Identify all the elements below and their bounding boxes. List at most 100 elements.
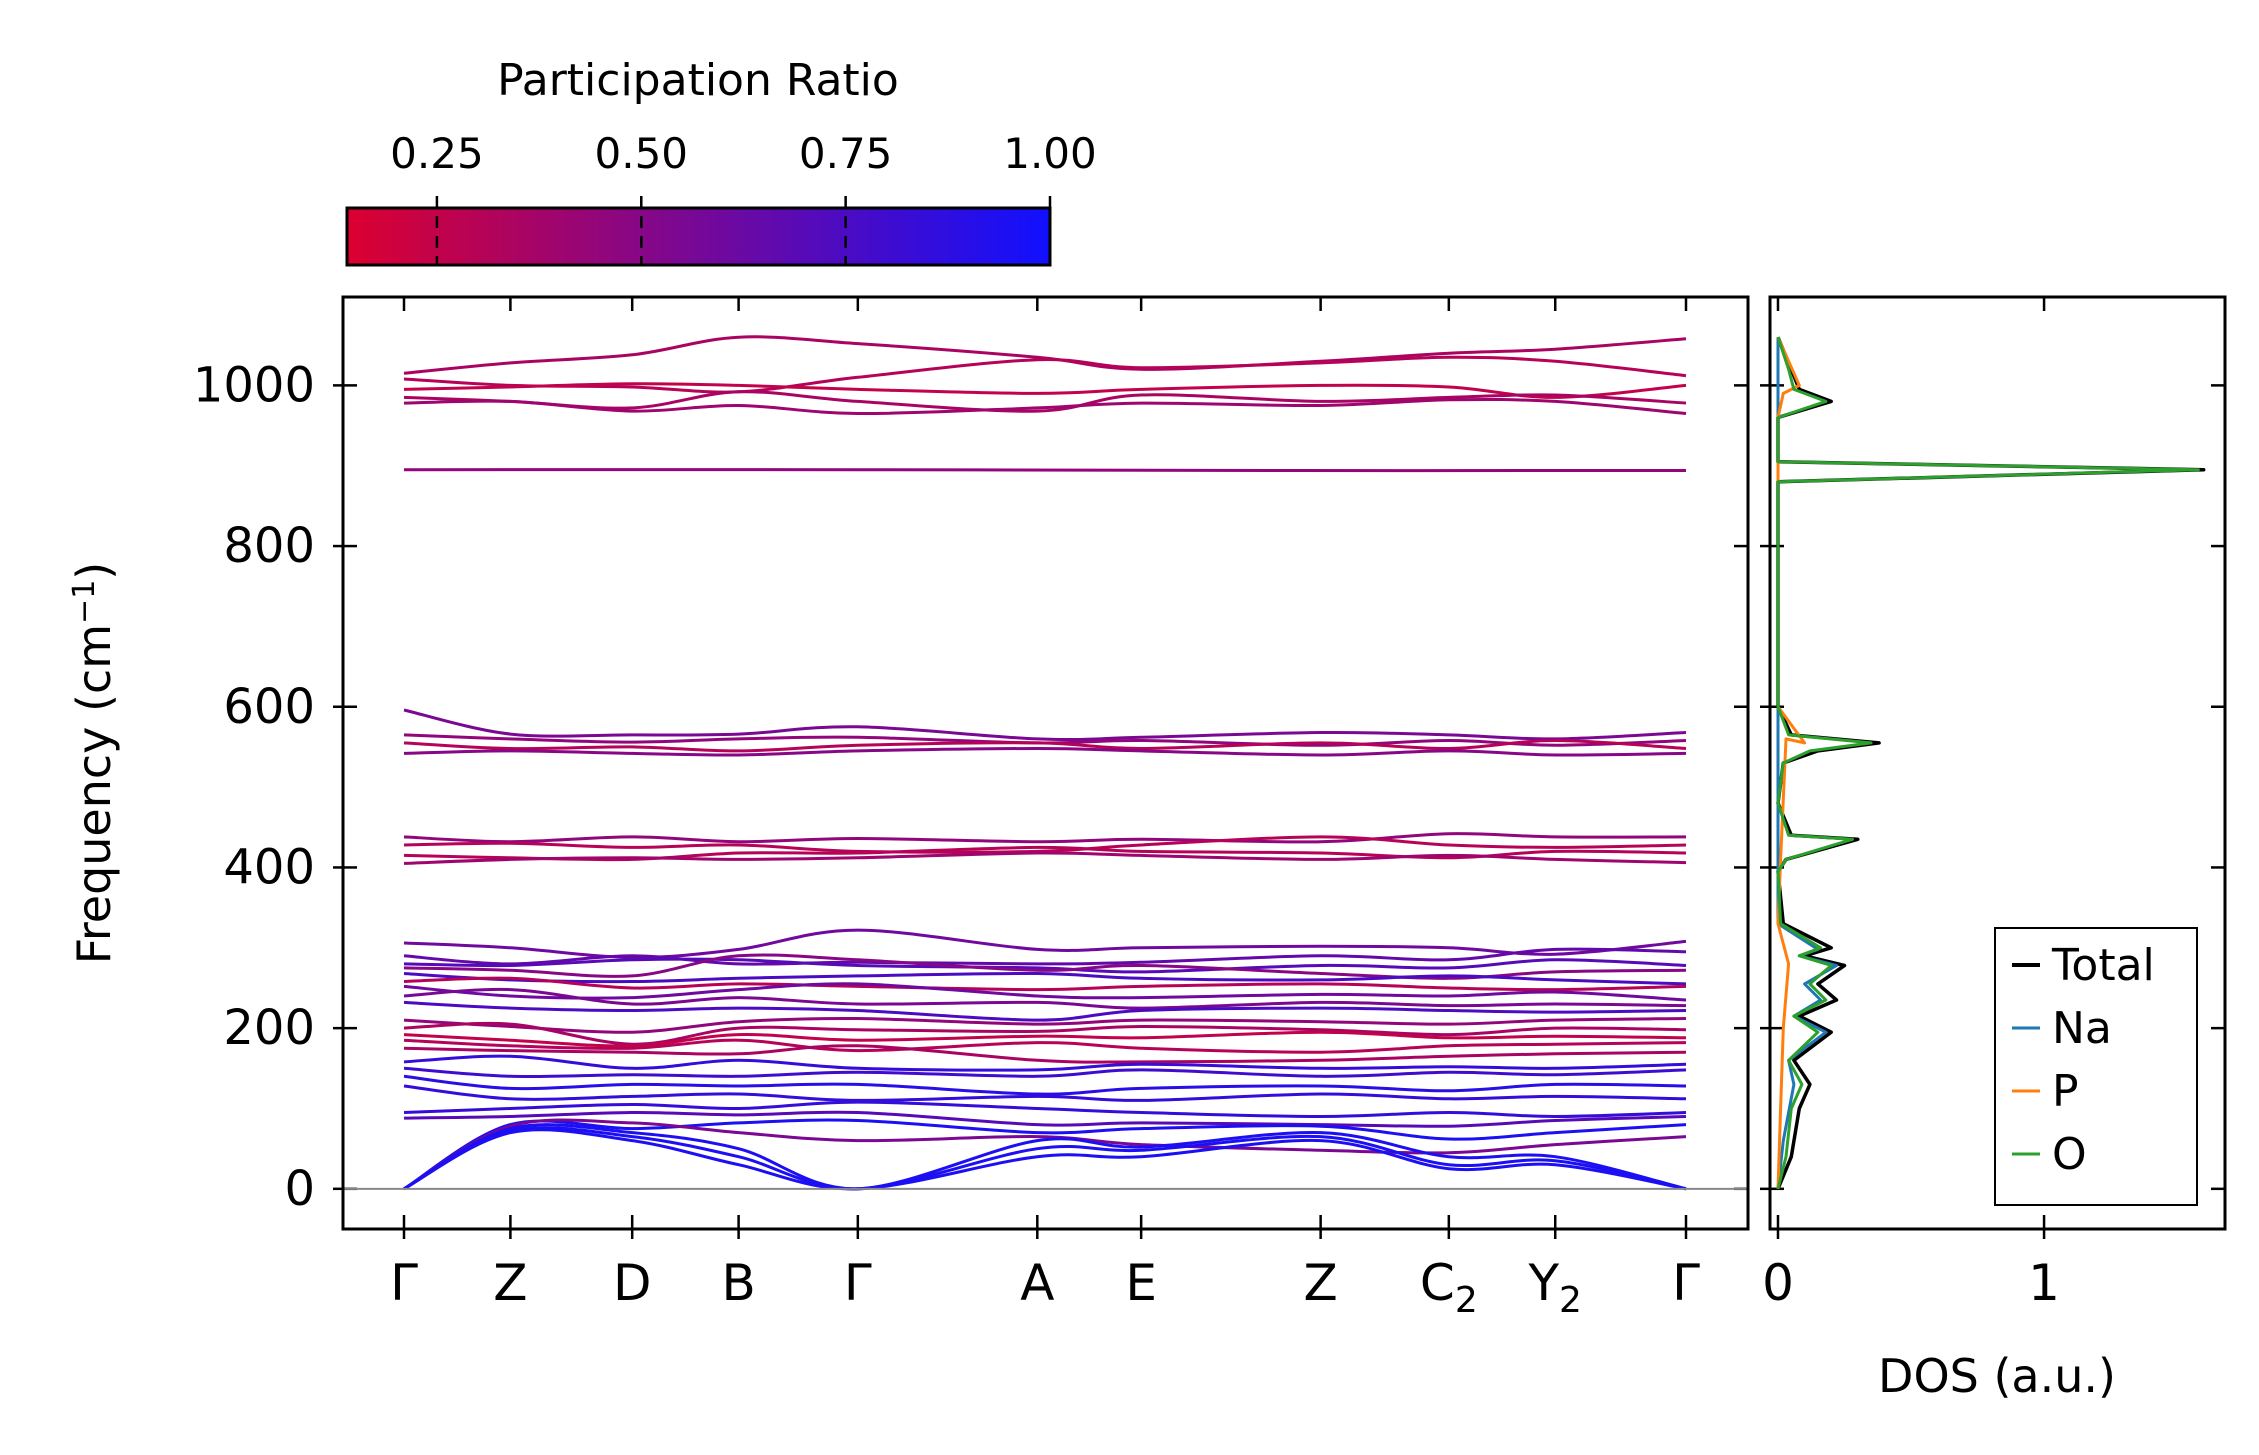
dos-x-tick: 0 (1762, 297, 1794, 1312)
colorbar-tick: 0.75 (799, 129, 893, 265)
y-axis-label: Frequency (cm−1) (67, 562, 121, 965)
phonon-band (403, 971, 1687, 986)
dos-panel: DOS (a.u.) 0 1 Total Na PO (1760, 295, 2227, 1403)
phonon-band (403, 1054, 1687, 1072)
phonon-band (403, 355, 1687, 394)
k-point-tick: A (1020, 297, 1054, 1312)
phonon-band (403, 708, 1687, 742)
phonon-band (403, 1066, 1687, 1079)
band-structure-panel: Frequency (cm−1) 0 200 400 600 800 1000 Γ Z D B Γ A… (67, 295, 1750, 1321)
main-plot-frame (341, 295, 1750, 1231)
y-tick-label: 200 (223, 1000, 315, 1056)
y-tick: 400 (223, 839, 1748, 895)
legend-label: Na (2052, 1003, 2112, 1054)
phonon-band (403, 851, 1687, 865)
phonon-band (403, 976, 1687, 992)
k-point-label: Γ (390, 1254, 418, 1312)
legend: Total Na PO (1994, 927, 2198, 1206)
phonon-band (403, 1100, 1687, 1119)
k-point-tick: C2 (1420, 297, 1478, 1321)
dos-plot-frame (1768, 295, 2227, 1231)
colorbar-tick-label: 0.50 (595, 129, 689, 178)
phonon-band (403, 468, 1687, 473)
k-point-tick: B (721, 297, 756, 1312)
k-point-tick: Γ (1672, 297, 1700, 1312)
dos-x-tick-label: 1 (2028, 1254, 2060, 1312)
y-tick-label: 600 (223, 679, 315, 735)
k-point-tick: D (613, 297, 652, 1312)
colorbar-title: Participation Ratio (497, 55, 899, 106)
phonon-band (403, 928, 1687, 959)
k-point-tick: Z (493, 297, 528, 1312)
y-tick-label: 1000 (193, 357, 315, 413)
phonon-band (403, 746, 1687, 757)
k-point-label: C2 (1420, 1254, 1478, 1321)
k-point-tick: Y2 (1528, 297, 1582, 1321)
y-tick-label: 400 (223, 839, 315, 895)
dos-x-tick: 1 (2028, 297, 2060, 1312)
legend-item: Total (2012, 940, 2155, 991)
k-point-label: Z (1303, 1254, 1337, 1312)
k-point-tick: Γ (390, 297, 418, 1312)
phonon-band (403, 1128, 1687, 1191)
y-tick: 600 (223, 679, 1748, 735)
k-point-tick: Z (1303, 297, 1338, 1312)
colorbar-tick-label: 1.00 (1003, 129, 1097, 178)
phonon-band (403, 1074, 1687, 1096)
colorbar-tick-label: 0.25 (390, 129, 484, 178)
k-point-tick: Γ (844, 297, 872, 1312)
colorbar-tick: 0.25 (390, 129, 484, 265)
k-point-label: Γ (844, 1254, 872, 1312)
colorbar-tick: 0.50 (595, 129, 689, 265)
phonon-band (403, 1030, 1687, 1048)
k-point-label: Γ (1672, 1254, 1700, 1312)
phonon-band (403, 982, 1687, 1002)
phonon-band (403, 987, 1687, 1010)
k-point-label: A (1020, 1254, 1054, 1312)
colorbar: Participation Ratio 0.25 0.50 0.75 1.00 (345, 55, 1097, 267)
phonon-band (403, 1038, 1687, 1054)
y-tick-label: 0 (284, 1161, 315, 1217)
legend-label: P (2052, 1066, 2079, 1117)
legend-item: O (2012, 1129, 2087, 1180)
legend-item: P (2012, 1066, 2079, 1117)
dos-series-na (1776, 337, 1838, 1189)
legend-box (1994, 927, 2198, 1206)
k-point-tick: E (1125, 297, 1157, 1312)
legend-label: O (2052, 1129, 2087, 1180)
dos-series-o (1776, 336, 2200, 1190)
colorbar-tick-label: 0.75 (799, 129, 893, 178)
y-tick: 800 (223, 518, 1748, 574)
phonon-band (403, 1016, 1687, 1034)
y-tick: 0 (284, 1161, 1748, 1217)
k-point-label: Z (493, 1254, 527, 1312)
phonon-band (403, 1126, 1687, 1191)
k-point-label: Y2 (1528, 1254, 1582, 1321)
dos-x-tick-label: 0 (1762, 1254, 1794, 1312)
phonon-band (403, 397, 1687, 416)
y-tick: 200 (223, 1000, 1748, 1056)
phonon-band (403, 738, 1687, 753)
phonon-band (403, 1118, 1687, 1191)
phonon-band (403, 335, 1687, 375)
phonon-band (403, 382, 1687, 399)
phonon-band (403, 1021, 1687, 1046)
phonon-band (403, 947, 1687, 966)
legend-item: Na (2012, 1003, 2112, 1054)
phonon-band (403, 832, 1687, 844)
colorbar-tick: 1.00 (1003, 129, 1097, 265)
y-tick-label: 800 (223, 518, 315, 574)
phonon-band (403, 957, 1687, 974)
x-axis-label: DOS (a.u.) (1878, 1349, 2116, 1403)
phonon-band (403, 1110, 1687, 1128)
y-tick: 1000 (193, 357, 1748, 413)
phonon-band (403, 1118, 1687, 1191)
phonon-band (403, 835, 1687, 854)
k-point-label: D (613, 1254, 652, 1312)
legend-label: Total (2051, 940, 2155, 991)
k-point-label: E (1125, 1254, 1157, 1312)
dos-series-p (1776, 336, 1807, 1189)
phonon-band (403, 1044, 1687, 1064)
colorbar-gradient (345, 206, 1052, 267)
